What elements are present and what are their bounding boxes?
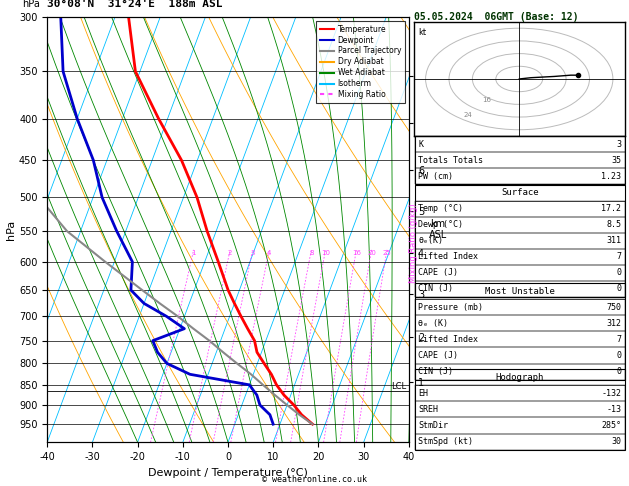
Text: 25: 25 — [382, 250, 391, 256]
Text: Hodograph: Hodograph — [496, 373, 544, 382]
Text: 1.23: 1.23 — [601, 172, 621, 181]
Y-axis label: hPa: hPa — [6, 220, 16, 240]
Text: 20: 20 — [367, 250, 376, 256]
Text: StmDir: StmDir — [418, 421, 448, 430]
Text: 3: 3 — [250, 250, 255, 256]
Text: Temp (°C): Temp (°C) — [418, 204, 464, 213]
Text: 16: 16 — [352, 250, 361, 256]
Text: Lifted Index: Lifted Index — [418, 252, 478, 261]
Text: CIN (J): CIN (J) — [418, 367, 454, 376]
Text: -132: -132 — [601, 389, 621, 398]
Text: © weatheronline.co.uk: © weatheronline.co.uk — [262, 474, 367, 484]
Text: 05.05.2024  06GMT (Base: 12): 05.05.2024 06GMT (Base: 12) — [414, 12, 579, 22]
Text: θₑ (K): θₑ (K) — [418, 319, 448, 328]
Text: 0: 0 — [616, 268, 621, 278]
Text: 0: 0 — [616, 367, 621, 376]
Text: 312: 312 — [606, 319, 621, 328]
Text: 24: 24 — [464, 112, 472, 118]
Text: Lifted Index: Lifted Index — [418, 335, 478, 344]
Text: 7: 7 — [616, 335, 621, 344]
Legend: Temperature, Dewpoint, Parcel Trajectory, Dry Adiabat, Wet Adiabat, Isotherm, Mi: Temperature, Dewpoint, Parcel Trajectory… — [316, 21, 405, 103]
Text: Dewp (°C): Dewp (°C) — [418, 220, 464, 229]
Text: 2: 2 — [228, 250, 232, 256]
Text: 17.2: 17.2 — [601, 204, 621, 213]
Text: 30: 30 — [611, 437, 621, 446]
Text: K: K — [418, 139, 423, 149]
Text: 7: 7 — [616, 252, 621, 261]
Text: Mixing Ratio (g/kg): Mixing Ratio (g/kg) — [409, 203, 418, 283]
Text: 750: 750 — [606, 303, 621, 312]
Text: 311: 311 — [606, 236, 621, 245]
Text: LCL: LCL — [391, 382, 406, 391]
Text: 4: 4 — [267, 250, 272, 256]
Text: 1: 1 — [191, 250, 196, 256]
X-axis label: Dewpoint / Temperature (°C): Dewpoint / Temperature (°C) — [148, 468, 308, 478]
Text: CAPE (J): CAPE (J) — [418, 268, 459, 278]
Text: 285°: 285° — [601, 421, 621, 430]
Text: PW (cm): PW (cm) — [418, 172, 454, 181]
Text: 8.5: 8.5 — [606, 220, 621, 229]
Text: CIN (J): CIN (J) — [418, 284, 454, 294]
Text: θₑ(K): θₑ(K) — [418, 236, 443, 245]
Text: EH: EH — [418, 389, 428, 398]
Text: hPa: hPa — [22, 0, 40, 8]
Text: CAPE (J): CAPE (J) — [418, 351, 459, 360]
Text: Most Unstable: Most Unstable — [485, 287, 555, 296]
Text: 0: 0 — [616, 351, 621, 360]
Text: 10: 10 — [321, 250, 330, 256]
Text: 30°08'N  31°24'E  188m ASL: 30°08'N 31°24'E 188m ASL — [47, 0, 223, 8]
Text: 8: 8 — [309, 250, 314, 256]
Text: SREH: SREH — [418, 405, 438, 414]
Text: Surface: Surface — [501, 188, 538, 197]
Text: Pressure (mb): Pressure (mb) — [418, 303, 483, 312]
Text: 0: 0 — [616, 284, 621, 294]
Y-axis label: km
ASL: km ASL — [429, 219, 447, 241]
Text: Totals Totals: Totals Totals — [418, 156, 483, 165]
Text: 35: 35 — [611, 156, 621, 165]
Text: 3: 3 — [616, 139, 621, 149]
Text: kt: kt — [418, 28, 426, 37]
Text: 16: 16 — [482, 97, 491, 103]
Text: StmSpd (kt): StmSpd (kt) — [418, 437, 473, 446]
Text: -13: -13 — [606, 405, 621, 414]
